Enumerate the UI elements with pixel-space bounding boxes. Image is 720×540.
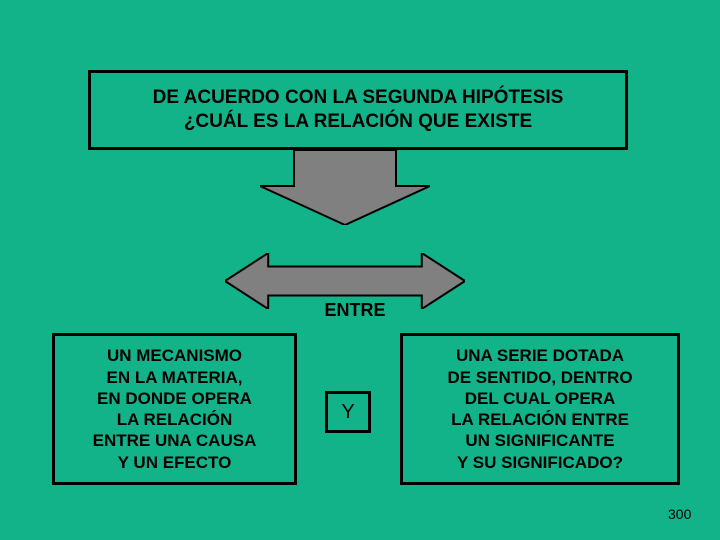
left-box: UN MECANISMOEN LA MATERIA,EN DONDE OPERA…: [52, 333, 297, 485]
entre-label: ENTRE: [295, 300, 415, 321]
right-box: UNA SERIE DOTADADE SENTIDO, DENTRODEL CU…: [400, 333, 680, 485]
y-connector-box: Y: [325, 391, 371, 433]
box-line: DEL CUAL OPERA: [465, 388, 616, 409]
box-line: LA RELACIÓN: [117, 409, 233, 430]
box-line: UN SIGNIFICANTE: [465, 430, 614, 451]
box-line: UNA SERIE DOTADA: [456, 345, 624, 366]
slide-number: 300: [668, 506, 691, 522]
box-line: EN LA MATERIA,: [107, 367, 243, 388]
box-line: Y SU SIGNIFICADO?: [457, 452, 623, 473]
box-line: DE SENTIDO, DENTRO: [447, 367, 632, 388]
box-line: ENTRE UNA CAUSA: [93, 430, 257, 451]
title-line1: DE ACUERDO CON LA SEGUNDA HIPÓTESIS: [153, 86, 564, 110]
down-arrow: [260, 150, 430, 225]
title-box: DE ACUERDO CON LA SEGUNDA HIPÓTESIS ¿CUÁ…: [88, 70, 628, 150]
slide-canvas: DE ACUERDO CON LA SEGUNDA HIPÓTESIS ¿CUÁ…: [0, 0, 720, 540]
box-line: LA RELACIÓN ENTRE: [451, 409, 629, 430]
title-line2: ¿CUÁL ES LA RELACIÓN QUE EXISTE: [184, 110, 532, 134]
box-line: EN DONDE OPERA: [97, 388, 252, 409]
box-line: Y UN EFECTO: [118, 452, 232, 473]
y-connector-text: Y: [341, 401, 354, 424]
box-line: UN MECANISMO: [107, 345, 242, 366]
